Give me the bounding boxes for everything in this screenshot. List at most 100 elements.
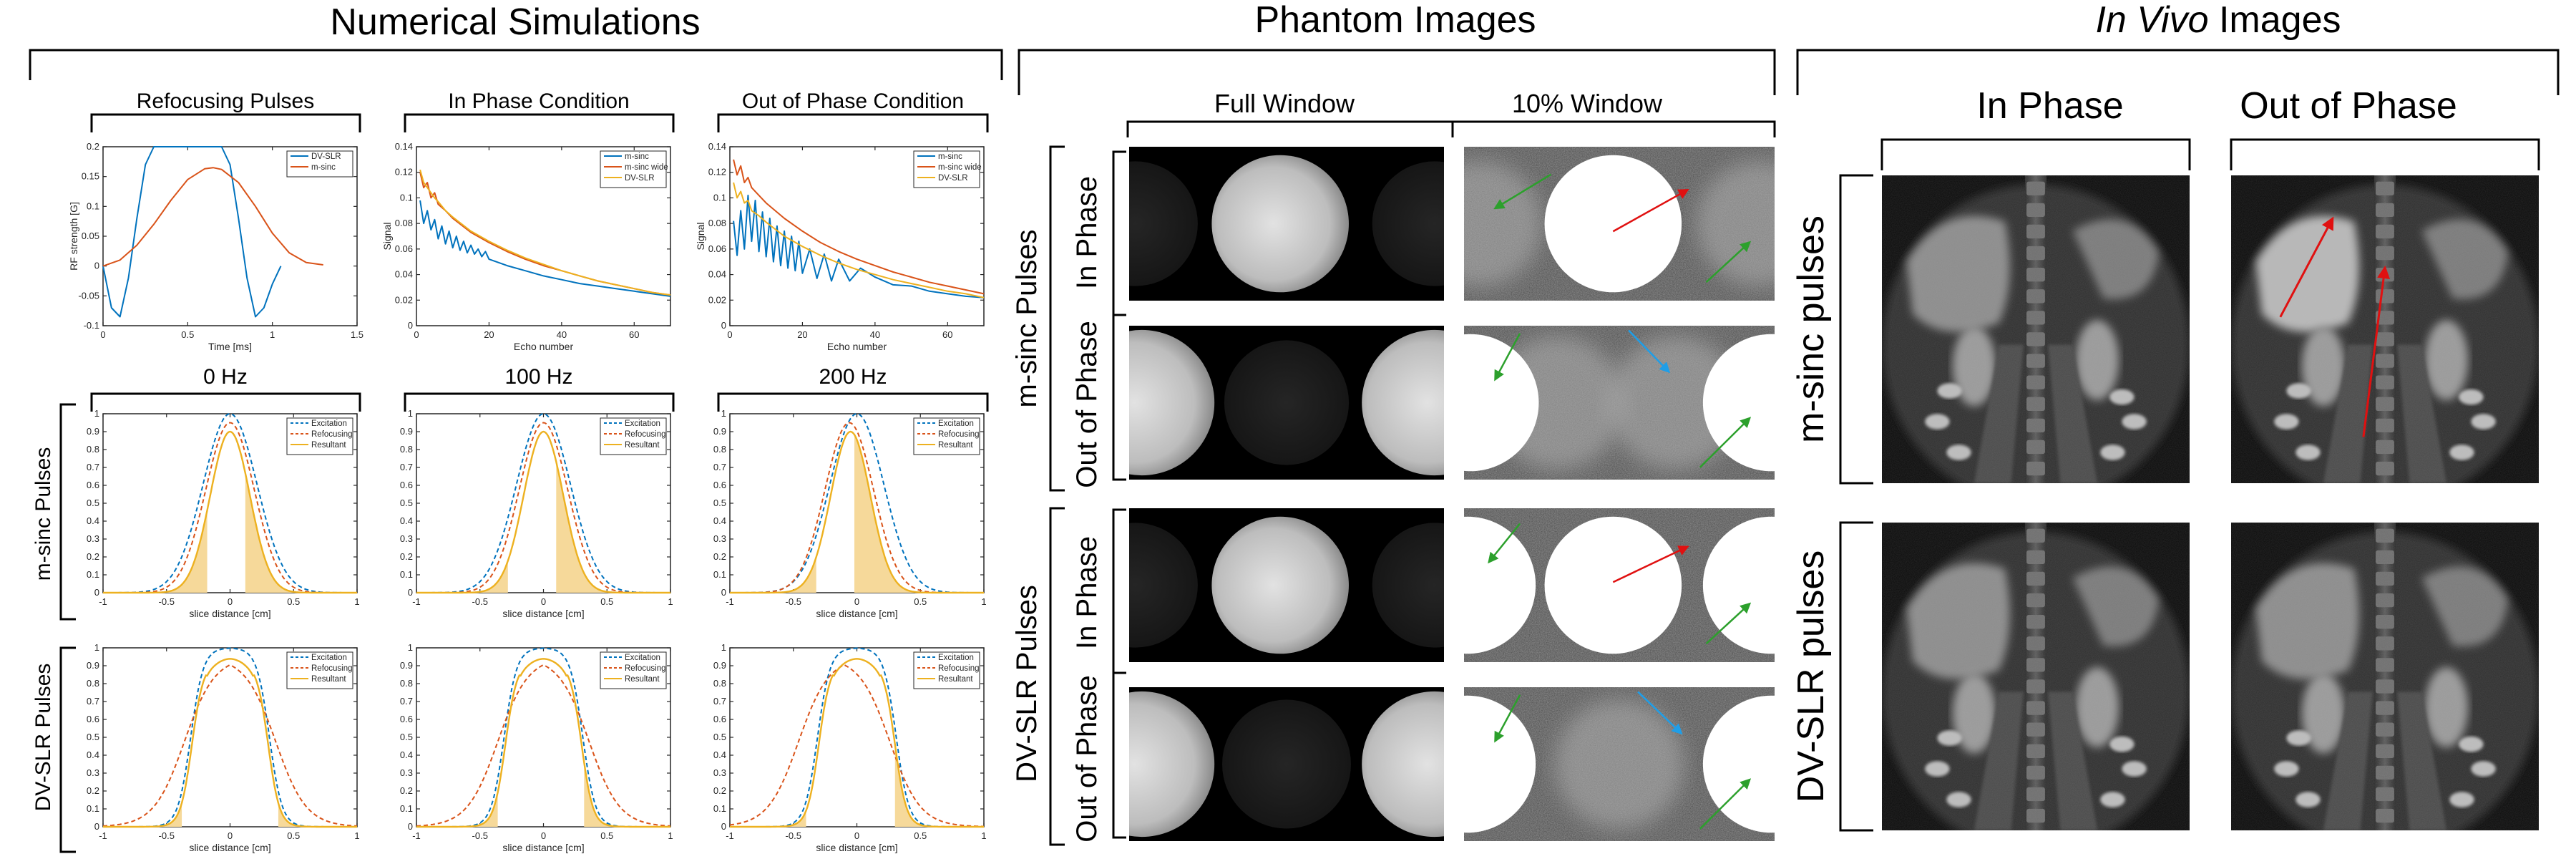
bracket-row-dvslr-sim <box>59 646 76 853</box>
x-tick-label: -1 <box>99 830 107 841</box>
chart-1: 0 20 40 60 0 0.02 0.04 0.06 0.08 0.1 0.12 0.14 Echo … <box>381 141 671 352</box>
y-tick-label: 0.1 <box>400 192 413 203</box>
x-tick-label: -1 <box>726 596 734 607</box>
y-tick-label: 0.1 <box>87 200 99 211</box>
saturated-tube <box>1464 695 1536 833</box>
cyan-arrow <box>1637 691 1683 735</box>
y-tick-label: 0.02 <box>395 294 413 305</box>
saturated-tube <box>1464 516 1536 654</box>
phantom-group-dvslr: DV-SLR Pulses <box>1011 585 1043 782</box>
y-tick-label: 0.6 <box>713 714 726 724</box>
simulation-plots: 0 0.5 1 1.5 -0.1 -0.05 0 0.05 0.1 0.15 0.2 Time [ms… <box>68 141 987 853</box>
invivo-row-bracket-msinc <box>1839 174 1873 485</box>
bright-tube <box>1211 155 1349 293</box>
y-tick-label: 0.06 <box>395 243 413 254</box>
phantom-sub-bracket-1 <box>1112 150 1126 481</box>
bright-tube <box>1362 329 1444 476</box>
y-tick-label: 0.05 <box>82 230 99 241</box>
noise-texture <box>1882 523 2190 830</box>
x-tick-label: 0 <box>854 596 859 607</box>
row-label-msinc-sim: m-sinc Pulses <box>31 447 55 581</box>
x-tick-label: 1 <box>270 329 275 340</box>
y-tick-label: 0.4 <box>713 749 726 760</box>
y-tick-label: 0.8 <box>713 678 726 689</box>
x-axis-label: slice distance [cm] <box>502 608 584 619</box>
phantom-image-5 <box>1129 508 1444 662</box>
legend-entry: DV-SLR <box>938 174 968 183</box>
series-refocusing <box>416 664 671 827</box>
y-tick-label: 0.12 <box>708 167 726 178</box>
phantom-image-7 <box>1129 687 1444 841</box>
x-axis-label: Echo number <box>514 341 574 352</box>
series-resultant <box>416 430 670 594</box>
y-tick-label: 0.12 <box>395 167 413 178</box>
y-tick-label: 0.1 <box>400 569 413 580</box>
phantom-content <box>1464 687 1775 841</box>
chart-5: -1 -0.5 0 0.5 1 0 0.1 0.2 0.3 0.4 0.5 0.6 0.7 0.8 0.9 1… <box>713 408 987 619</box>
y-tick-label: 0.08 <box>395 218 413 228</box>
y-tick-label: 0.4 <box>400 749 413 760</box>
legend: Excitation Refocusing Resultant <box>286 651 353 689</box>
y-tick-label: 1 <box>721 642 726 653</box>
y-tick-label: 0 <box>721 821 726 832</box>
y-tick-label: 0.9 <box>713 660 726 671</box>
x-axis-label: Echo number <box>827 341 887 352</box>
series-excitation <box>730 413 984 593</box>
phantom-group-msinc: m-sinc Pulses <box>1011 230 1043 408</box>
y-tick-label: 0.2 <box>713 551 726 562</box>
legend-entry: Excitation <box>625 654 660 662</box>
invivo-col-in-phase: In Phase <box>1976 85 2123 127</box>
legend-entry: m-sinc <box>625 152 649 161</box>
bracket-refocusing-pulses <box>90 113 361 132</box>
noise-texture <box>1882 175 2190 483</box>
y-tick-label: 0.3 <box>87 767 99 778</box>
y-tick-label: 0.6 <box>713 480 726 490</box>
chart-8: -1 -0.5 0 0.5 1 0 0.1 0.2 0.3 0.4 0.5 0.6 0.7 0.8 0.9 1… <box>713 642 987 853</box>
series-excitation <box>103 413 357 593</box>
y-tick-label: 0.8 <box>87 444 99 455</box>
y-tick-label: 0.7 <box>713 696 726 707</box>
shaded-region <box>154 802 182 827</box>
series-resultant <box>103 430 357 594</box>
y-tick-label: 0.04 <box>708 269 726 280</box>
y-tick-label: 0.6 <box>400 480 413 490</box>
shaded-region <box>781 810 806 827</box>
y-tick-label: 0.9 <box>87 660 99 671</box>
invivo-col-out-phase: Out of Phase <box>2240 85 2457 127</box>
legend-entry: Refocusing <box>625 664 666 673</box>
y-tick-label: 0.4 <box>400 515 413 526</box>
phantom-col-full-window: Full Window <box>1214 89 1355 118</box>
red-arrow <box>1612 188 1689 233</box>
y-tick-label: 0.7 <box>87 462 99 472</box>
phantom-images <box>1129 147 1775 841</box>
x-tick-label: 0.5 <box>914 830 927 841</box>
cyan-arrow <box>1628 329 1671 374</box>
green-arrow <box>1494 694 1521 743</box>
invivo-row-dvslr: DV-SLR pulses <box>1790 550 1832 803</box>
x-tick-label: 0 <box>228 596 233 607</box>
legend: Excitation Refocusing Resultant <box>913 417 980 455</box>
legend-entry: Excitation <box>625 419 660 428</box>
phantom-sub-inphase-1: In Phase <box>1071 176 1103 289</box>
series-refocusing <box>102 664 358 827</box>
chart-7: -1 -0.5 0 0.5 1 0 0.1 0.2 0.3 0.4 0.5 0.6 0.7 0.8 0.9 1… <box>400 642 673 853</box>
x-tick-label: -1 <box>412 830 421 841</box>
x-axis-label: slice distance [cm] <box>816 608 897 619</box>
chart-6: -1 -0.5 0 0.5 1 0 0.1 0.2 0.3 0.4 0.5 0.6 0.7 0.8 0.9 1… <box>87 642 360 853</box>
x-tick-label: 1 <box>668 830 673 841</box>
invivo-col-bracket-out <box>2230 138 2540 170</box>
x-tick-label: 1 <box>354 596 359 607</box>
x-tick-label: 0 <box>541 596 546 607</box>
x-tick-label: -0.5 <box>159 830 175 841</box>
legend-entry: Refocusing <box>311 430 353 439</box>
halo-tube <box>1697 161 1775 286</box>
x-tick-label: 0.5 <box>181 329 194 340</box>
x-tick-label: 0.5 <box>287 830 300 841</box>
y-tick-label: 0.6 <box>87 714 99 724</box>
y-tick-label: 0.2 <box>87 141 99 152</box>
invivo-row-bracket-dvslr <box>1839 521 1873 832</box>
legend-entry: Resultant <box>311 441 346 450</box>
phantom-content <box>1464 508 1775 662</box>
phantom-sub-inphase-2: In Phase <box>1071 536 1103 649</box>
